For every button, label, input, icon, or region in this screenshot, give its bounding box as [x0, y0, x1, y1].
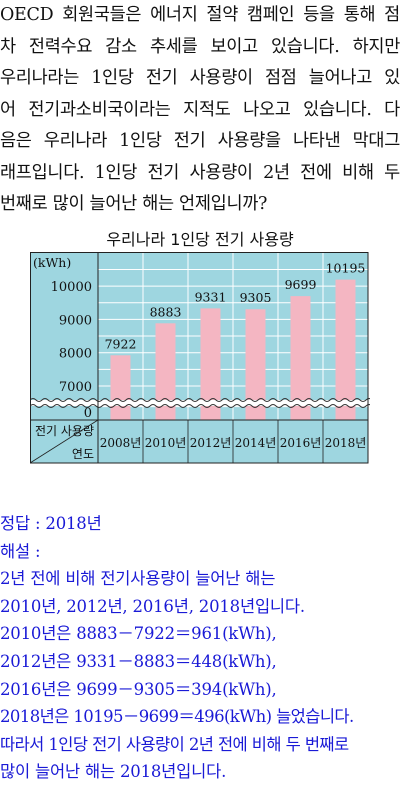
data-label: 9305: [240, 290, 272, 305]
header-diagonal: [30, 419, 99, 464]
category-label: 2012년: [190, 436, 232, 450]
data-label: 10195: [326, 261, 366, 276]
category-label: 2016년: [280, 436, 322, 450]
category-label: 2008년: [100, 436, 142, 450]
bar: [200, 308, 221, 420]
axis-column: [30, 252, 98, 420]
category-label: 2010년: [145, 436, 187, 450]
question-line: 차 전력수요 감소 추세를 보이고 있습니다. 하지만: [0, 36, 400, 57]
data-label: 8883: [150, 304, 182, 319]
category-label: 2018년: [325, 436, 367, 450]
answer-line: 2018년은 10195－9699＝496(kWh) 늘었습니다.: [0, 707, 354, 727]
y-tick-label: 7000: [59, 380, 92, 395]
answer-explanation: 정답 : 2018년 해설 : 2년 전에 비해 전기사용량이 늘어난 해는 2…: [0, 510, 400, 786]
question-line: OECD 회원국들은 에너지 절약 캠페인 등을 통해 점: [0, 5, 400, 25]
question-line: 음은 우리나라 1인당 전기 사용량을 나타낸 막대그: [0, 131, 400, 151]
bar: [155, 323, 176, 420]
question-line: 우리나라는 1인당 전기 사용량이 점점 늘어나고 있: [0, 68, 400, 88]
answer-line: 해설 :: [0, 541, 41, 561]
answer-line: 많이 늘어난 해는 2018년입니다.: [0, 762, 227, 782]
bar: [335, 279, 356, 420]
data-label: 7922: [105, 336, 137, 351]
category-label: 2014년: [235, 436, 277, 450]
answer-line: 2016년은 9699－9305＝394(kWh),: [0, 679, 277, 699]
data-label: 9331: [195, 289, 227, 304]
axis-break-line: [30, 404, 370, 408]
axis-break-band: [30, 400, 368, 406]
chart-border: [30, 252, 369, 464]
answer-line: 2년 전에 비해 전기사용량이 늘어난 해는: [0, 569, 276, 589]
answer-line: 2012년은 9331－8883＝448(kWh),: [0, 651, 277, 671]
row-header-bottom: 연도: [72, 447, 94, 461]
answer-line: 2010년, 2012년, 2016년, 2018년입니다.: [0, 596, 305, 616]
question-line: 번째로 많이 늘어난 해는 언제입니까?: [0, 194, 268, 214]
question-line: 래프입니다. 1인당 전기 사용량이 2년 전에 비해 두: [0, 162, 400, 183]
bar: [245, 309, 266, 420]
y-tick-label: 10000: [51, 280, 92, 295]
y-tick-label: 0: [84, 406, 92, 421]
axis-break-line: [30, 398, 370, 402]
bar: [110, 355, 131, 420]
bar: [290, 296, 311, 420]
question-line: 어 전기과소비국이라는 지적도 나오고 있습니다. 다: [0, 99, 400, 120]
answer-line: 2010년은 8883－7922＝961(kWh),: [0, 624, 277, 644]
data-label: 9699: [285, 277, 317, 292]
row-header-top: 전기 사용량: [35, 424, 94, 438]
unit-label: (kWh): [33, 255, 71, 270]
answer-line: 따라서 1인당 전기 사용량이 2년 전에 비해 두 번째로: [0, 734, 349, 754]
question-text: OECD 회원국들은 에너지 절약 캠페인 등을 통해 점 차 전력수요 감소 …: [0, 0, 400, 221]
y-tick-label: 8000: [59, 347, 92, 362]
chart-title: 우리나라 1인당 전기 사용량: [106, 230, 294, 249]
bar-chart: 7922 8883 9331 9305 9699 10195 10000 9000 8000 70…: [30, 252, 370, 464]
y-tick-label: 9000: [59, 313, 92, 328]
answer-line: 정답 : 2018년: [0, 514, 102, 533]
